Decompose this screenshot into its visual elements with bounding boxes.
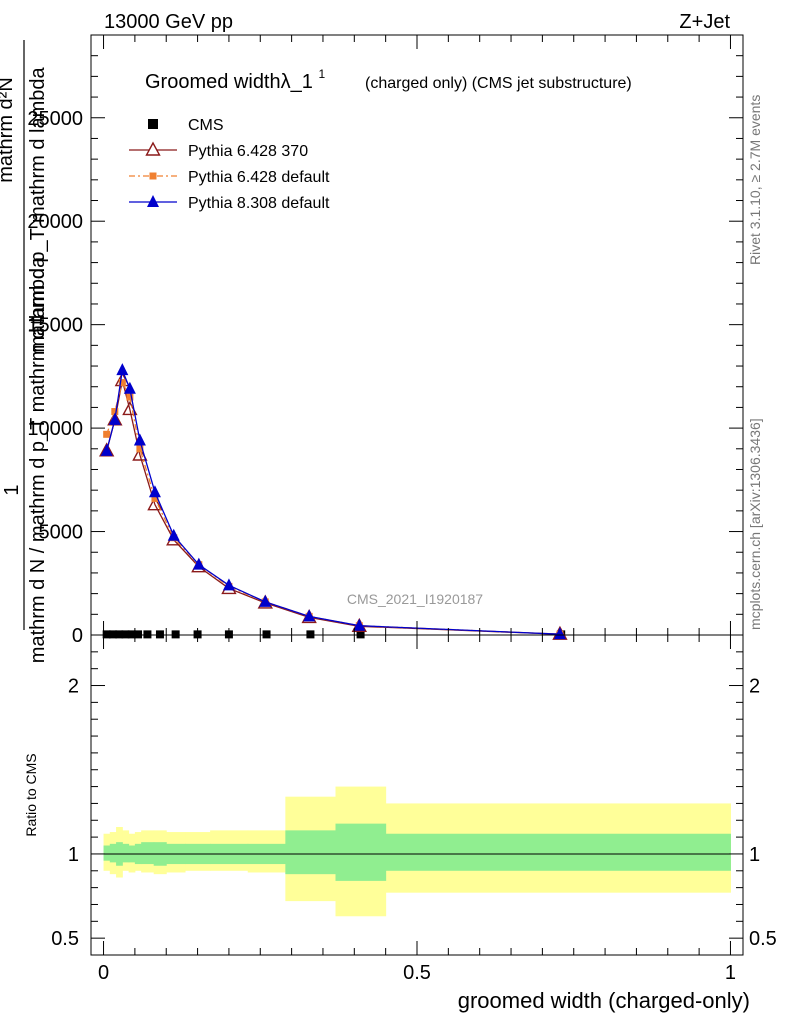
data-point	[116, 363, 129, 376]
data-point	[127, 630, 136, 639]
analysis-watermark: CMS_2021_I1920187	[347, 591, 483, 607]
main-y-tick-label: 10000	[27, 418, 83, 440]
data-point	[259, 594, 272, 607]
data-point	[143, 630, 152, 639]
plot-title: Groomed widthλ_1 1	[145, 67, 325, 93]
energy-label: 13000 GeV pp	[104, 11, 233, 33]
ratio-band-bin	[103, 845, 111, 861]
ratio-plot-frame	[90, 634, 744, 956]
ratio-data-layer	[103, 786, 731, 917]
x-tick-label: 0.5	[403, 962, 431, 984]
ratio-band-stat	[103, 823, 731, 881]
legend-marker	[149, 172, 157, 180]
main-y-tick-label: 20000	[27, 211, 83, 233]
legend-item: Pythia 6.428 370	[129, 141, 308, 160]
ratio-y-tick-label-right: 2	[749, 676, 760, 698]
ratio-band-bin	[141, 842, 155, 865]
ratio-band-bin	[335, 823, 387, 881]
legend-item: Pythia 6.428 default	[129, 169, 330, 186]
ratio-y-tick-label-right: 1	[749, 844, 760, 866]
main-y-axis-label: 1 mathrm d²N mathrm d N / mathrm d p_T m…	[0, 40, 49, 663]
ratio-band-bin	[285, 830, 336, 875]
data-point	[108, 630, 117, 639]
x-tick-label: 1	[725, 962, 736, 984]
data-point	[167, 528, 180, 541]
series-line	[106, 367, 560, 635]
main-y-tick-label: 5000	[39, 522, 84, 544]
legend: CMS Pythia 6.428 370 Pythia 6.428 default P…	[129, 117, 330, 212]
data-point	[356, 630, 365, 639]
ratio-y-tick-label: 2	[68, 676, 79, 698]
x-tick-label: 0	[98, 962, 109, 984]
ratio-axes: 0.5 0.5 1 1 2 2 0 0.5 1	[51, 635, 777, 984]
data-point	[303, 609, 316, 622]
data-point	[147, 496, 163, 511]
data-point	[222, 578, 235, 591]
data-point	[103, 430, 111, 438]
data-point	[148, 485, 161, 498]
data-point	[134, 630, 143, 639]
series-line	[106, 380, 560, 635]
ratio-y-tick-label: 1	[68, 844, 79, 866]
legend-item: Pythia 8.308 default	[129, 195, 330, 212]
data-point	[155, 630, 164, 639]
plot-subtitle: (charged only) (CMS jet substructure)	[365, 75, 632, 92]
ratio-band-bin	[122, 843, 130, 863]
y-label-prefactor: 1	[1, 484, 23, 495]
data-point	[100, 443, 113, 456]
plot-title-sup: 1	[318, 67, 325, 81]
legend-marker	[147, 195, 159, 207]
main-y-tick-label: 15000	[27, 315, 83, 337]
legend-label: Pythia 6.428 default	[188, 169, 330, 186]
data-point	[306, 630, 315, 639]
ratio-band-bin	[385, 833, 731, 871]
data-point	[262, 630, 271, 639]
legend-item: CMS	[148, 117, 224, 134]
data-point	[126, 393, 134, 401]
y-label-numerator: mathrm d²N	[0, 77, 17, 183]
plot-title-main: Groomed widthλ_1	[145, 71, 313, 93]
legend-marker	[145, 141, 161, 156]
legend-label: CMS	[188, 117, 224, 134]
data-point	[111, 408, 119, 416]
mcplots-label: mcplots.cern.ch [arXiv:1306.3436]	[747, 418, 763, 630]
data-point	[121, 630, 130, 639]
main-y-tick-label: 25000	[27, 108, 83, 130]
main-y-tick-label: 0	[72, 625, 83, 647]
series-pythia-8-308-default	[100, 363, 566, 640]
main-plot-panel: 0 5000 10000 15000 20000 25000 Groomed widthλ…	[0, 34, 744, 663]
data-point	[553, 627, 566, 640]
data-point	[118, 379, 126, 387]
data-point	[123, 381, 136, 394]
legend-label: Pythia 6.428 370	[188, 143, 308, 160]
data-point	[171, 630, 180, 639]
data-point	[151, 494, 159, 502]
data-point	[108, 412, 121, 425]
ratio-y-tick-label: 0.5	[51, 928, 79, 950]
series-pythia-6-428-default	[103, 379, 564, 638]
x-axis-label: groomed width (charged-only)	[458, 988, 750, 1013]
legend-marker	[148, 119, 158, 129]
data-point	[192, 557, 205, 570]
process-label: Z+Jet	[679, 11, 730, 33]
ratio-y-label: Ratio to CMS	[23, 753, 39, 836]
main-data-layer	[98, 363, 568, 640]
series-line	[106, 380, 560, 635]
ratio-plot-panel: 0.5 0.5 1 1 2 2 0 0.5 1 Ratio to CMS groomed wid…	[23, 634, 777, 1013]
main-axes: 0 5000 10000 15000 20000 25000	[27, 35, 743, 647]
data-point	[133, 433, 146, 446]
series-pythia-6-428-370	[98, 372, 568, 640]
y-label-denominator: mathrm d N / mathrm d p_T mathrm d lambd…	[27, 256, 49, 663]
data-point	[102, 630, 111, 639]
ratio-band-bin	[109, 843, 117, 863]
ratio-y-tick-label-right: 0.5	[749, 928, 777, 950]
legend-label: Pythia 8.308 default	[188, 195, 330, 212]
rivet-version-label: Rivet 3.1.10, ≥ 2.7M events	[747, 95, 763, 265]
y-label-denominator-2: mathrm d p_T mathrm d lambda	[27, 66, 49, 352]
data-point	[115, 630, 124, 639]
data-point	[136, 445, 144, 453]
data-point	[353, 618, 366, 631]
